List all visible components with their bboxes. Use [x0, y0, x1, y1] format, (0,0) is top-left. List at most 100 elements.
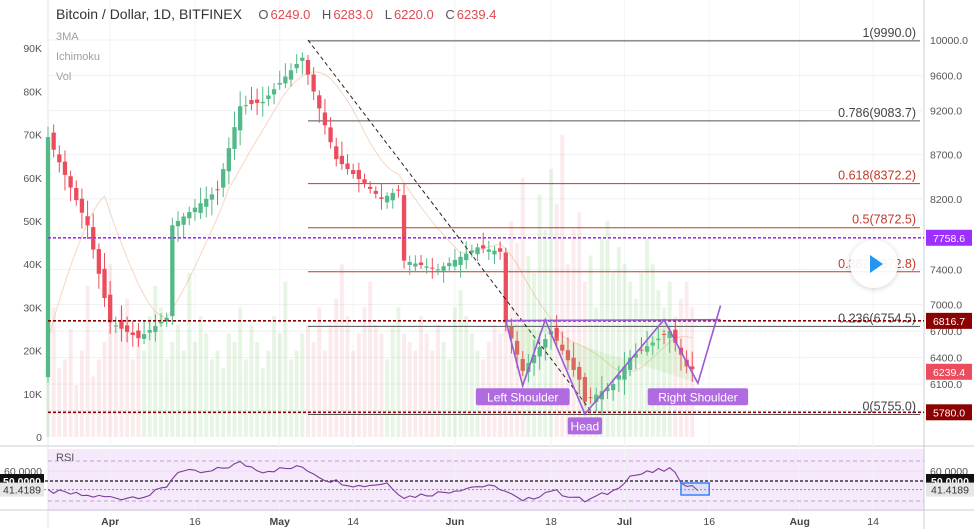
candle-body	[119, 320, 124, 329]
time-tick-label: 14	[867, 516, 879, 528]
volume-tick-label: 30K	[23, 302, 42, 314]
candle-body	[317, 95, 322, 109]
candle-body	[407, 262, 412, 265]
pattern-label: Head	[571, 419, 600, 433]
candle-body	[294, 63, 299, 69]
price-tick-label: 10000.0	[930, 35, 968, 47]
candle-body	[396, 189, 401, 191]
pattern-label: Right Shoulder	[658, 390, 737, 404]
candle-body	[430, 267, 435, 269]
volume-tick-label: 20K	[23, 346, 42, 358]
volume-bar	[560, 134, 565, 438]
volume-bar	[543, 229, 548, 437]
neckline[interactable]	[505, 318, 721, 322]
rsi-level-tag-label: 41.4189	[931, 485, 969, 497]
candle-body	[690, 366, 695, 370]
head-and-shoulders-pattern[interactable]	[505, 305, 722, 416]
candle-body	[565, 350, 571, 361]
candle-body	[74, 187, 79, 201]
price-tick-label: 6400.0	[930, 353, 962, 365]
price-tick-label: 8700.0	[930, 150, 962, 162]
price-tick-label: 9600.0	[930, 70, 962, 82]
volume-bar	[91, 376, 96, 437]
volume-bar	[464, 316, 469, 437]
candle-body	[68, 176, 73, 188]
candle-body	[401, 195, 407, 261]
candle-body	[588, 397, 593, 399]
volume-bar	[599, 238, 604, 437]
volume-bar	[385, 359, 390, 437]
candle-body	[418, 262, 424, 265]
candle-body	[486, 249, 491, 252]
price-tag-background	[926, 312, 972, 329]
low-label: L	[384, 7, 392, 22]
candle-body	[164, 317, 169, 322]
price-tick-label: 6700.0	[930, 326, 962, 338]
open-label: O	[258, 7, 269, 22]
indicator-ichimoku[interactable]: Ichimoku	[56, 51, 101, 63]
candle-body	[531, 354, 537, 364]
volume-bar	[588, 255, 593, 437]
volume-bar	[594, 307, 599, 437]
candle-body	[170, 225, 175, 317]
volume-bar	[345, 316, 350, 437]
rsi-box-annotation[interactable]	[680, 482, 710, 496]
fib-level-label: 0.786(9083.7)	[838, 106, 916, 120]
fib-level-label: 0.236(6754.5)	[838, 311, 916, 325]
candle-body	[452, 259, 458, 267]
volume-bar	[226, 333, 231, 437]
candle-body	[447, 263, 452, 267]
candle-body	[209, 194, 215, 200]
play-button[interactable]	[850, 240, 898, 288]
price-tick-label: 7000.0	[930, 300, 962, 312]
pattern-fill	[505, 319, 698, 415]
volume-bar	[57, 367, 62, 437]
price-tag-label: 5780.0	[933, 407, 965, 419]
candle-body	[226, 148, 231, 172]
volume-bar	[639, 272, 644, 437]
time-tick-label: Jul	[617, 516, 632, 528]
time-tick-label: Jun	[446, 516, 465, 528]
time-tick-label: 14	[347, 516, 359, 528]
candle-body	[215, 189, 220, 191]
rsi-level-tag-background	[926, 482, 974, 497]
candle-body	[108, 294, 113, 323]
volume-bar	[520, 177, 525, 437]
candle-body	[469, 250, 475, 253]
candle-body	[537, 347, 542, 357]
candle-body	[141, 334, 147, 339]
candle-body	[328, 127, 333, 143]
candle-body	[187, 212, 192, 219]
indicator-3ma[interactable]: 3MA	[56, 31, 79, 43]
pattern-label: Left Shoulder	[487, 390, 558, 404]
volume-bar	[62, 359, 67, 437]
volume-bar	[113, 324, 118, 437]
volume-bar	[430, 350, 435, 437]
symbol-title[interactable]: Bitcoin / Dollar, 1D, BITFINEX	[56, 6, 242, 22]
downtrend-line[interactable]	[307, 39, 591, 411]
volume-bar	[577, 212, 582, 437]
candle-body	[277, 82, 282, 85]
volume-tick-label: 90K	[23, 43, 42, 55]
volume-bar	[283, 281, 288, 437]
volume-bar	[215, 350, 220, 437]
price-tag-label: 7758.6	[933, 233, 965, 245]
rsi-line	[47, 460, 699, 503]
candle-body	[181, 216, 186, 225]
volume-bar	[108, 264, 113, 437]
pattern-label-background	[475, 388, 570, 406]
candle-body	[424, 266, 429, 268]
high-label: H	[321, 7, 332, 22]
candle-body	[571, 357, 576, 370]
candle-body	[492, 250, 497, 255]
volume-bar	[667, 281, 672, 437]
volume-bar	[379, 333, 384, 437]
volume-bar	[435, 324, 440, 437]
candle-body	[673, 329, 678, 343]
volume-tick-label: 50K	[23, 216, 42, 228]
candle-body	[136, 330, 141, 339]
volume-bar	[537, 195, 542, 437]
indicator-vol[interactable]: Vol	[56, 71, 72, 83]
